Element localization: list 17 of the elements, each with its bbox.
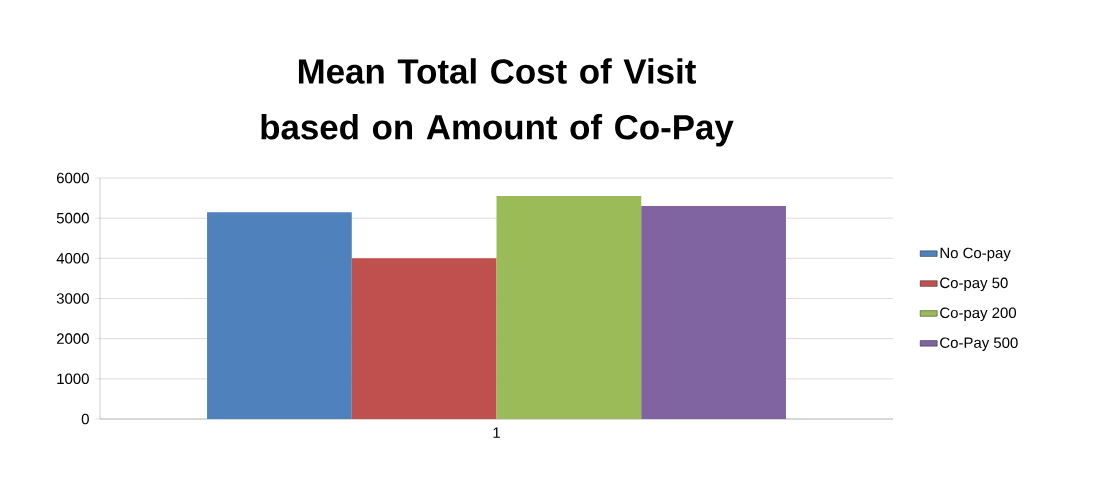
y-tick-label: 4000 [56,253,89,264]
bar [496,196,642,419]
y-tick-label: 6000 [57,172,89,184]
legend-label: Co-pay 200 [940,307,1017,322]
chart-title: Mean Total Cost of Visit based on Amount of Co-Pay [261,58,734,147]
legend-label: Co-pay 50 [940,277,1008,292]
y-tick-label: 1000 [57,373,89,385]
y-tick-label: 5000 [56,212,89,224]
y-tick-label: 0 [81,413,89,425]
y-tick-label: 2000 [56,333,89,344]
bar [207,212,352,419]
legend-label: Co-Pay 500 [940,337,1018,351]
bar [351,258,497,419]
bar [641,206,786,419]
x-tick-label: 1 [493,427,500,438]
legend-label: No Co-pay [940,247,1011,262]
y-tick-label: 3000 [56,293,89,304]
